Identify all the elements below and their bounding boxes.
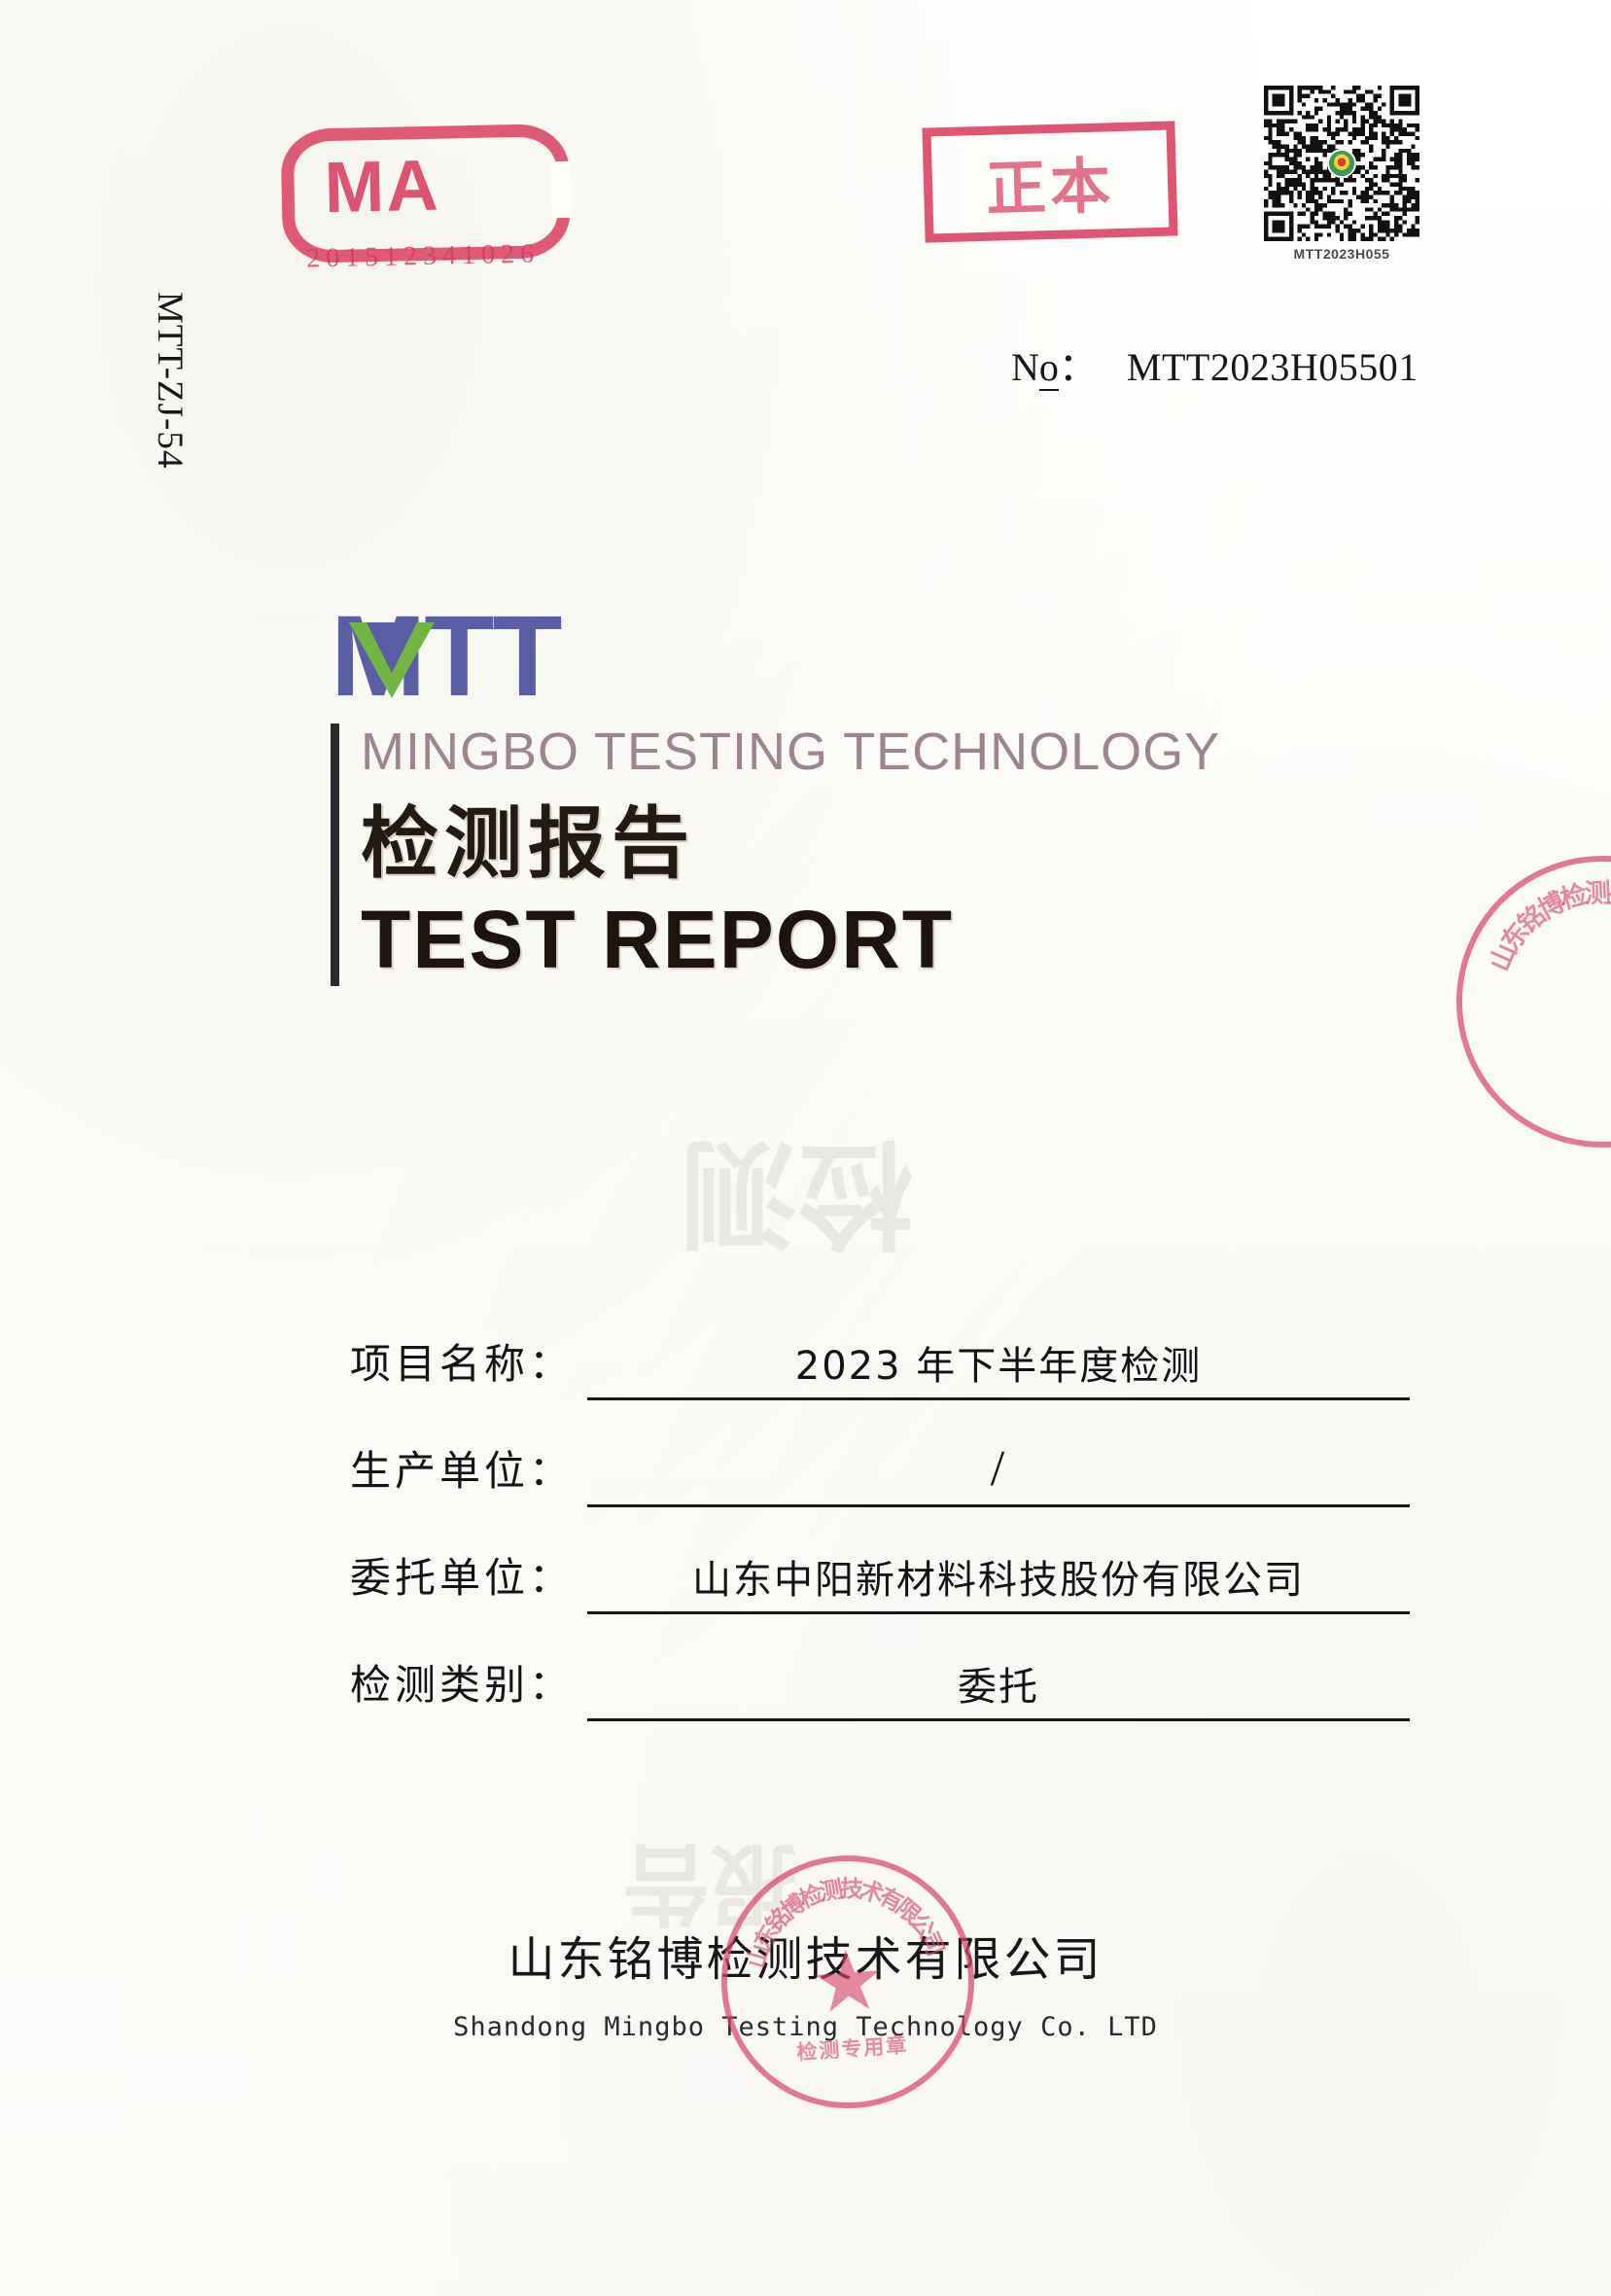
qr-center-logo-icon: [1327, 149, 1356, 178]
footer-block: 山东铭博检测技术有限公司 Shandong Mingbo Testing Tec…: [0, 1921, 1611, 2042]
cma-certification-stamp: MA 201512341026: [280, 123, 572, 285]
form-value-test-category: 委托: [958, 1665, 1039, 1710]
report-number-line: No： MTT2023H05501: [1011, 336, 1418, 392]
document-code-vertical: MTT-ZJ-54: [150, 292, 190, 470]
seal-ring-edge: [1446, 845, 1611, 1158]
form-field-project-name[interactable]: 2023 年下半年度检测: [587, 1337, 1410, 1400]
brand-text-group: MINGBO TESTING TECHNOLOGY 检测报告 TEST REPO…: [331, 723, 1264, 987]
seal-arc-text-edge: 山东铭博检测技术有限公司: [1484, 878, 1611, 976]
company-round-seal-edge: 山东铭博检测技术有限公司: [1446, 845, 1611, 1158]
scan-ghost-artifact: 检测: [681, 1124, 914, 1259]
cma-stamp-number: 201512341026: [305, 238, 541, 274]
form-field-client[interactable]: 山东中阳新材料科技股份有限公司: [587, 1551, 1410, 1614]
report-number-label: No：: [1011, 345, 1098, 391]
mtt-logo: MTT: [331, 599, 622, 714]
form-label-test-category: 检测类别：: [350, 1661, 575, 1709]
form-label-project-name: 项目名称：: [350, 1340, 575, 1388]
footer-company-chinese: 山东铭博检测技术有限公司: [508, 1932, 1103, 1987]
form-label-manufacturer: 生产单位：: [350, 1447, 575, 1495]
form-label-client: 委托单位：: [350, 1554, 575, 1602]
form-row-client: 委托单位： 山东中阳新材料科技股份有限公司: [350, 1507, 1410, 1614]
qr-code-block: MTT2023H055: [1264, 86, 1419, 262]
form-row-project-name: 项目名称： 2023 年下半年度检测: [350, 1293, 1410, 1400]
qr-code-image[interactable]: [1264, 86, 1419, 241]
brand-header-block: MTT MINGBO TESTING TECHNOLOGY 检测报告 TEST …: [331, 599, 1264, 987]
report-number-colon: ：: [1058, 345, 1098, 389]
form-value-client: 山东中阳新材料科技股份有限公司: [692, 1558, 1305, 1603]
form-field-manufacturer[interactable]: /: [587, 1441, 1410, 1507]
report-number-value: MTT2023H05501: [1126, 345, 1418, 389]
form-row-manufacturer: 生产单位： /: [350, 1400, 1410, 1507]
form-row-test-category: 检测类别： 委托: [350, 1614, 1410, 1721]
cma-stamp-mark: MA: [323, 144, 441, 229]
original-copy-stamp: 正本: [922, 121, 1178, 243]
company-english-name: MINGBO TESTING TECHNOLOGY: [361, 723, 1221, 781]
form-field-test-category[interactable]: 委托: [587, 1658, 1410, 1721]
mtt-logo-inner-chevron-icon: [367, 622, 417, 673]
form-value-manufacturer: /: [990, 1441, 1007, 1497]
report-title-chinese: 检测报告: [361, 798, 695, 890]
original-stamp-text: 正本: [985, 150, 1116, 225]
report-title-english: TEST REPORT: [361, 893, 955, 985]
footer-company-english: Shandong Mingbo Testing Technology Co. L…: [453, 2012, 1158, 2042]
report-info-form: 项目名称： 2023 年下半年度检测 生产单位： / 委托单位： 山东中阳新材料…: [350, 1293, 1410, 1721]
qr-code-caption: MTT2023H055: [1293, 246, 1390, 262]
form-value-project-name: 2023 年下半年度检测: [794, 1344, 1203, 1389]
report-number-label-underlined-o: o: [1038, 345, 1059, 391]
